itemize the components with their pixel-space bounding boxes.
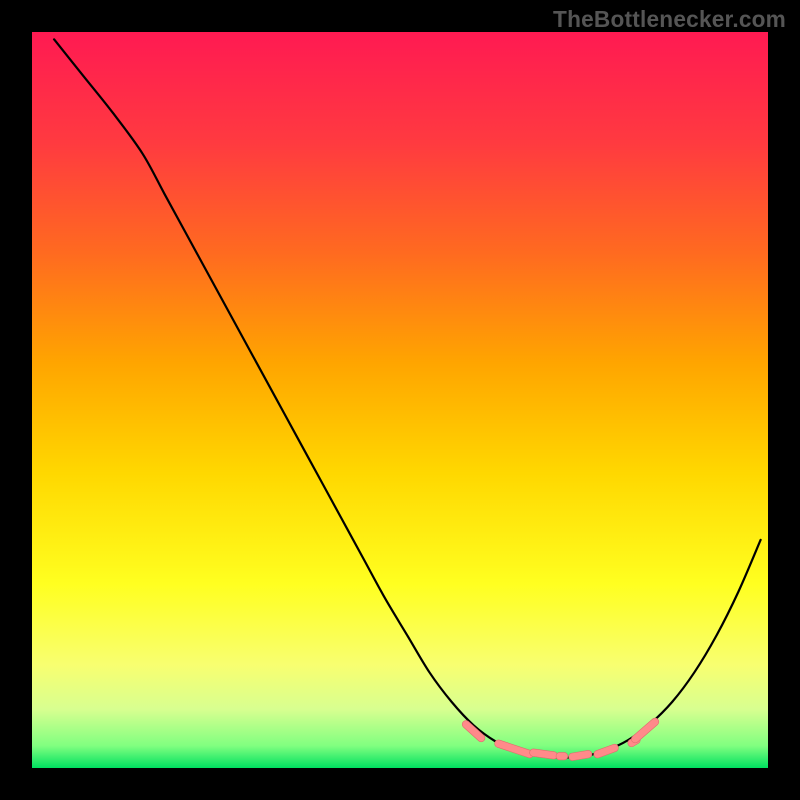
watermark-text: TheBottlenecker.com: [553, 6, 786, 33]
chart-svg: [32, 32, 768, 768]
marker-pill: [556, 752, 568, 760]
chart-plot-area: [32, 32, 768, 768]
